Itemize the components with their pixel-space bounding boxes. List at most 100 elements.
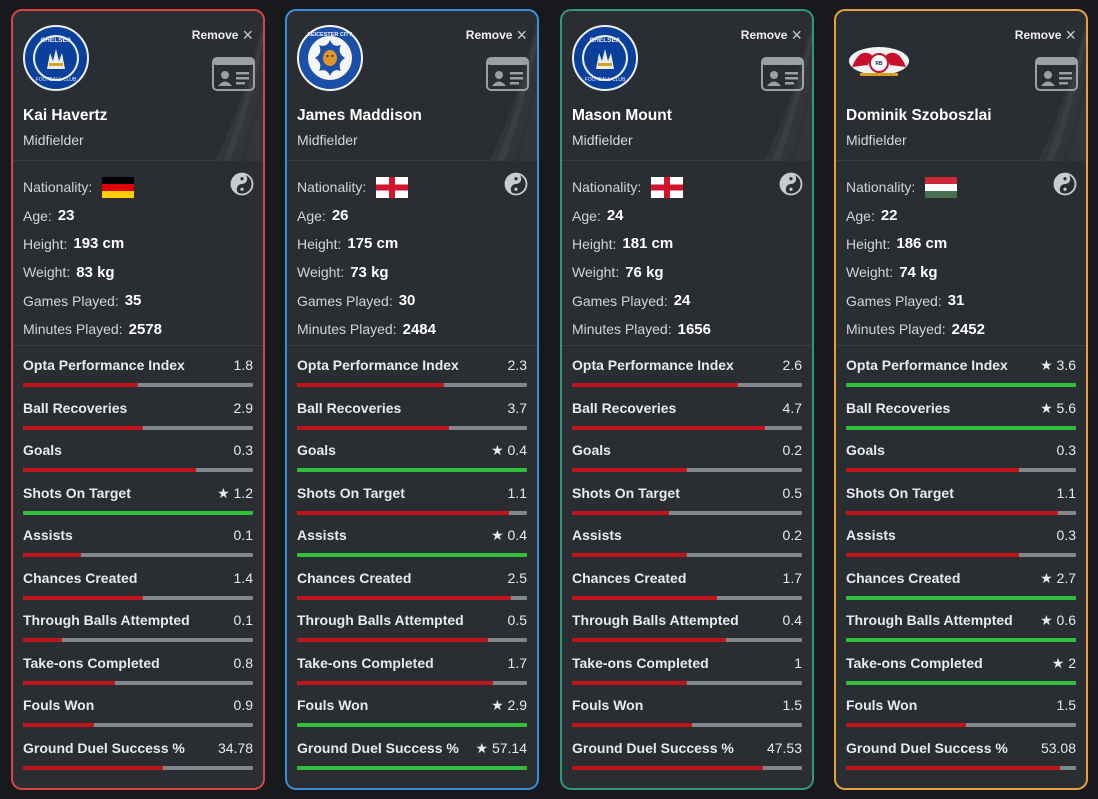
stat-number: 2 bbox=[1068, 654, 1076, 671]
bio-label: Age: bbox=[23, 207, 52, 224]
stat-bar bbox=[846, 425, 1076, 430]
stat-bar bbox=[846, 510, 1076, 515]
bio-label: Weight: bbox=[23, 264, 71, 281]
svg-text:FOOTBALL CLUB: FOOTBALL CLUB bbox=[585, 77, 626, 83]
stat-bar bbox=[572, 723, 802, 727]
star-icon: ★ bbox=[491, 697, 504, 713]
stat-row: Assists 0.1 bbox=[23, 516, 253, 559]
stat-bar-fill bbox=[846, 723, 966, 727]
stat-row: Fouls Won 0.9 bbox=[23, 686, 253, 729]
stat-number: 1.7 bbox=[507, 654, 527, 671]
nationality-flag-icon bbox=[102, 176, 135, 198]
stat-row: Opta Performance Index 2.3 bbox=[297, 346, 527, 389]
bio-label: Games Played: bbox=[572, 292, 668, 309]
player-name: Dominik Szoboszlai bbox=[846, 107, 992, 124]
stat-bar-fill bbox=[846, 553, 1019, 557]
close-icon: × bbox=[516, 25, 527, 45]
bio-value: 83 kg bbox=[76, 263, 115, 281]
stat-bar-fill bbox=[846, 383, 1076, 387]
star-icon: ★ bbox=[491, 527, 504, 543]
stat-label: Ground Duel Success % bbox=[23, 739, 185, 756]
stat-bar-fill bbox=[572, 723, 692, 727]
stat-number: 0.5 bbox=[507, 612, 527, 628]
player-profile-card-icon[interactable] bbox=[761, 57, 804, 91]
bio-value: 23 bbox=[57, 207, 75, 225]
stat-value: 0.1 bbox=[234, 612, 253, 628]
card-header: RB Remove × Dominik Szoboszlai Midfielder bbox=[836, 11, 1086, 161]
stat-row: Chances Created 1.7 bbox=[572, 559, 802, 602]
remove-player-button[interactable]: Remove × bbox=[465, 25, 527, 45]
stat-value: 0.5 bbox=[783, 485, 802, 501]
stat-number: 0.2 bbox=[782, 527, 802, 543]
stat-number: 1.1 bbox=[507, 484, 527, 501]
club-crest-icon: CHELSEA FOOTBALL CLUB bbox=[23, 25, 89, 91]
stat-label: Opta Performance Index bbox=[23, 357, 185, 373]
stat-row: Ground Duel Success % 53.08 bbox=[846, 729, 1076, 772]
player-card: LEICESTER CITY Remove × James Maddison Midfi… bbox=[285, 9, 539, 790]
stat-bar-fill bbox=[297, 680, 493, 685]
remove-player-button[interactable]: Remove × bbox=[741, 26, 802, 44]
stat-row: Goals 0.2 bbox=[572, 431, 802, 474]
stat-value: 1.5 bbox=[1057, 697, 1076, 713]
player-profile-card-icon[interactable] bbox=[486, 57, 529, 91]
bio-age: Age: 24 bbox=[572, 201, 802, 229]
remove-player-button[interactable]: Remove × bbox=[1015, 26, 1076, 44]
stat-row: Opta Performance Index ★ 3.6 bbox=[846, 346, 1076, 389]
stat-number: 0.9 bbox=[233, 697, 253, 713]
stat-bar-fill bbox=[572, 595, 717, 600]
stat-bar-fill bbox=[297, 723, 527, 727]
stat-bar-fill bbox=[572, 638, 727, 642]
stat-value: 0.3 bbox=[234, 442, 253, 458]
stat-value: 53.08 bbox=[1041, 740, 1076, 756]
bio-age: Age: 23 bbox=[23, 201, 253, 229]
yin-yang-icon[interactable] bbox=[504, 172, 528, 196]
bio-nationality: Nationality: bbox=[297, 173, 527, 201]
stat-number: 1.7 bbox=[782, 569, 802, 586]
bio-games-played: Games Played: 24 bbox=[572, 287, 802, 315]
stat-bar-fill bbox=[23, 553, 81, 557]
bio-label: Age: bbox=[297, 207, 326, 224]
stat-number: 0.3 bbox=[1056, 442, 1076, 458]
decorative-swoosh bbox=[724, 11, 812, 161]
stat-bar-fill bbox=[297, 383, 445, 387]
stat-value: 34.78 bbox=[218, 740, 253, 756]
stat-bar-fill bbox=[572, 468, 687, 472]
stat-value: ★ 2 bbox=[1052, 655, 1076, 672]
stat-value: 1.7 bbox=[508, 655, 527, 671]
player-profile-card-icon[interactable] bbox=[1035, 57, 1078, 91]
stat-row: Through Balls Attempted ★ 0.6 bbox=[846, 601, 1076, 644]
bio-label: Minutes Played: bbox=[572, 321, 672, 338]
bio-label: Nationality: bbox=[846, 179, 916, 196]
yin-yang-icon[interactable] bbox=[779, 172, 803, 196]
stat-label: Through Balls Attempted bbox=[23, 612, 190, 628]
remove-label: Remove bbox=[465, 28, 513, 42]
bio-label: Weight: bbox=[297, 264, 345, 281]
stat-number: 3.7 bbox=[507, 399, 527, 416]
remove-player-button[interactable]: Remove × bbox=[192, 26, 253, 44]
player-profile-card-icon[interactable] bbox=[212, 57, 255, 91]
yin-yang-icon[interactable] bbox=[230, 172, 254, 196]
stat-row: Shots On Target 0.5 bbox=[572, 474, 802, 517]
bio-label: Height: bbox=[23, 235, 68, 252]
stat-row: Chances Created 1.4 bbox=[23, 559, 253, 602]
nationality-flag-icon bbox=[376, 176, 409, 198]
stat-label: Assists bbox=[846, 527, 896, 543]
stat-label: Goals bbox=[572, 442, 611, 458]
stats-list: Opta Performance Index 2.6 Ball Recoveries… bbox=[562, 346, 812, 771]
stat-label: Take-ons Completed bbox=[297, 654, 434, 671]
stat-bar-fill bbox=[23, 383, 138, 387]
stat-number: 2.9 bbox=[507, 697, 527, 713]
stat-bar bbox=[297, 510, 527, 515]
bio-label: Age: bbox=[846, 207, 875, 224]
stat-value: 1.1 bbox=[1057, 485, 1076, 501]
yin-yang-icon[interactable] bbox=[1053, 172, 1077, 196]
stat-row: Ball Recoveries 2.9 bbox=[23, 389, 253, 432]
stat-value: 3.7 bbox=[508, 400, 527, 416]
stat-label: Opta Performance Index bbox=[297, 357, 459, 373]
stat-bar-fill bbox=[572, 425, 766, 430]
stat-row: Fouls Won 1.5 bbox=[846, 686, 1076, 729]
stat-value: 0.2 bbox=[783, 442, 802, 458]
stat-bar bbox=[23, 638, 253, 642]
stat-bar bbox=[297, 638, 527, 642]
